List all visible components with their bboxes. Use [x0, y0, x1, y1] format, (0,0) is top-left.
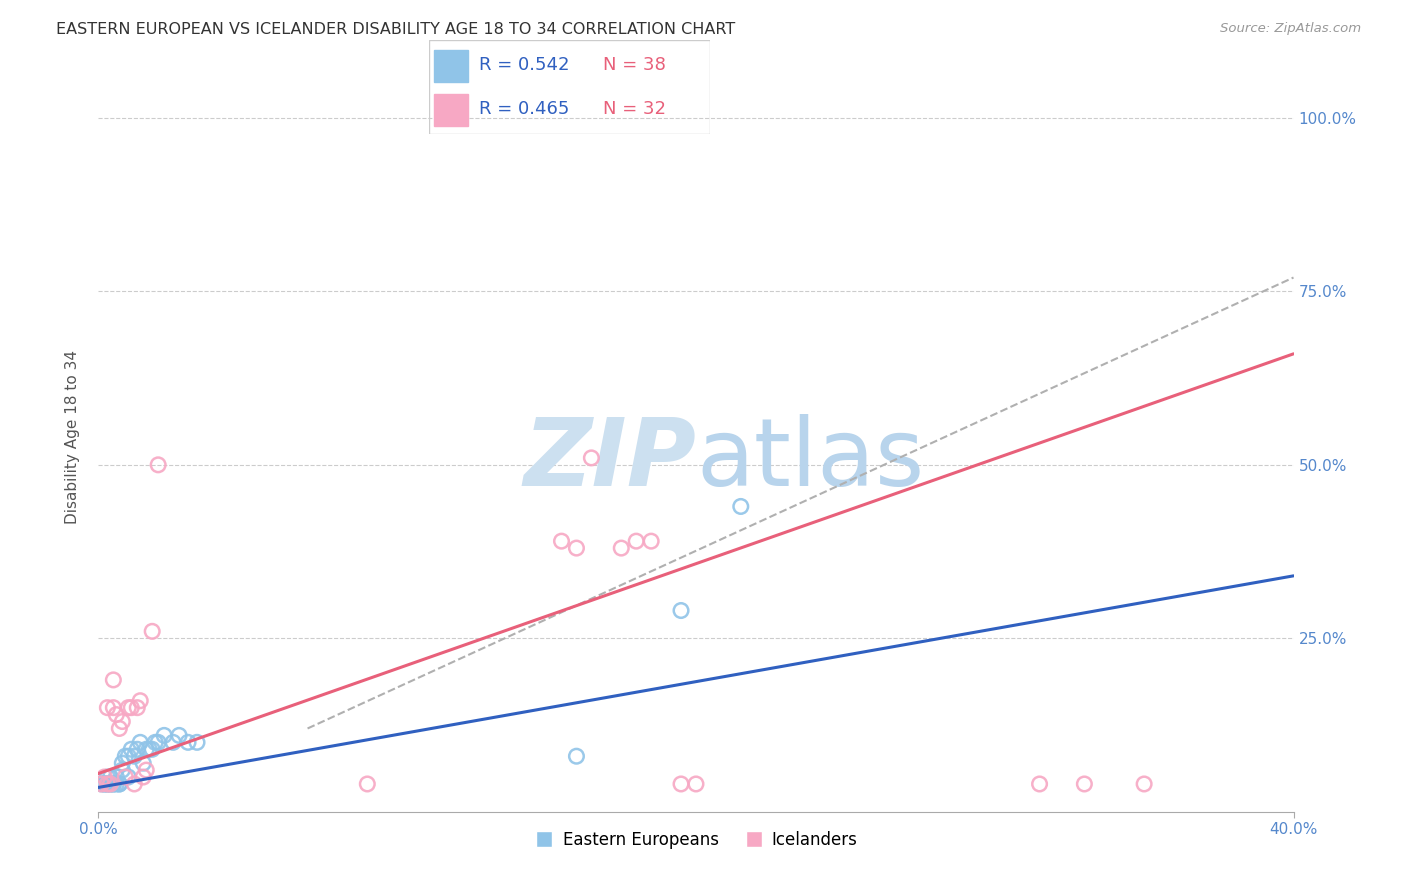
Point [565, 749, 588, 764]
Point [103, 673, 125, 687]
Point [1028, 777, 1050, 791]
Point [127, 742, 149, 756]
Point [162, 735, 184, 749]
Point [117, 700, 139, 714]
Point [96, 770, 118, 784]
Point [127, 700, 149, 714]
Point [120, 700, 142, 714]
Point [111, 714, 134, 729]
Point [132, 756, 155, 771]
Point [103, 700, 125, 714]
Text: EASTERN EUROPEAN VS ICELANDER DISABILITY AGE 18 TO 34 CORRELATION CHART: EASTERN EUROPEAN VS ICELANDER DISABILITY… [56, 22, 735, 37]
Point [117, 749, 139, 764]
Point [141, 624, 163, 639]
Point [626, 534, 648, 549]
Point [685, 777, 707, 791]
Text: atlas: atlas [696, 414, 924, 506]
Point [108, 777, 131, 791]
Point [90, 777, 112, 791]
Point [120, 742, 142, 756]
Point [105, 777, 128, 791]
Point [640, 534, 662, 549]
Point [98, 777, 122, 791]
Point [148, 458, 170, 472]
Point [153, 728, 176, 742]
Legend: Eastern Europeans, Icelanders: Eastern Europeans, Icelanders [527, 824, 865, 855]
Y-axis label: Disability Age 18 to 34: Disability Age 18 to 34 [65, 350, 80, 524]
Point [138, 742, 160, 756]
Point [148, 735, 170, 749]
Text: Source: ZipAtlas.com: Source: ZipAtlas.com [1220, 22, 1361, 36]
Point [141, 742, 163, 756]
Point [114, 749, 136, 764]
Point [177, 735, 200, 749]
Text: N = 32: N = 32 [603, 101, 666, 119]
Point [143, 735, 166, 749]
Point [129, 694, 152, 708]
Point [124, 749, 146, 764]
Point [96, 777, 118, 791]
Point [117, 770, 139, 784]
Point [108, 722, 131, 736]
Point [98, 777, 122, 791]
Point [610, 541, 633, 555]
Point [1133, 777, 1156, 791]
Point [111, 756, 134, 771]
Point [167, 728, 190, 742]
Point [129, 735, 152, 749]
Point [114, 770, 136, 784]
Point [550, 534, 572, 549]
Text: N = 38: N = 38 [603, 56, 666, 74]
Text: R = 0.465: R = 0.465 [479, 101, 569, 119]
Point [135, 763, 157, 777]
Point [103, 777, 125, 791]
Point [730, 500, 752, 514]
Point [105, 707, 128, 722]
FancyBboxPatch shape [434, 49, 468, 82]
Point [132, 770, 155, 784]
Point [124, 777, 146, 791]
Point [90, 777, 112, 791]
Point [356, 777, 378, 791]
Point [1073, 777, 1095, 791]
Point [96, 777, 118, 791]
Text: R = 0.542: R = 0.542 [479, 56, 569, 74]
Point [111, 763, 134, 777]
Point [96, 700, 118, 714]
Point [135, 742, 157, 756]
Point [105, 770, 128, 784]
Text: ZIP: ZIP [523, 414, 696, 506]
Point [669, 603, 692, 617]
Point [93, 777, 115, 791]
Point [93, 777, 115, 791]
FancyBboxPatch shape [434, 94, 468, 127]
Point [98, 770, 122, 784]
Point [565, 541, 588, 555]
Point [669, 777, 692, 791]
Point [96, 777, 118, 791]
Point [103, 777, 125, 791]
Point [98, 777, 122, 791]
Point [108, 777, 131, 791]
Point [186, 735, 208, 749]
Point [581, 450, 603, 465]
Point [93, 770, 115, 784]
